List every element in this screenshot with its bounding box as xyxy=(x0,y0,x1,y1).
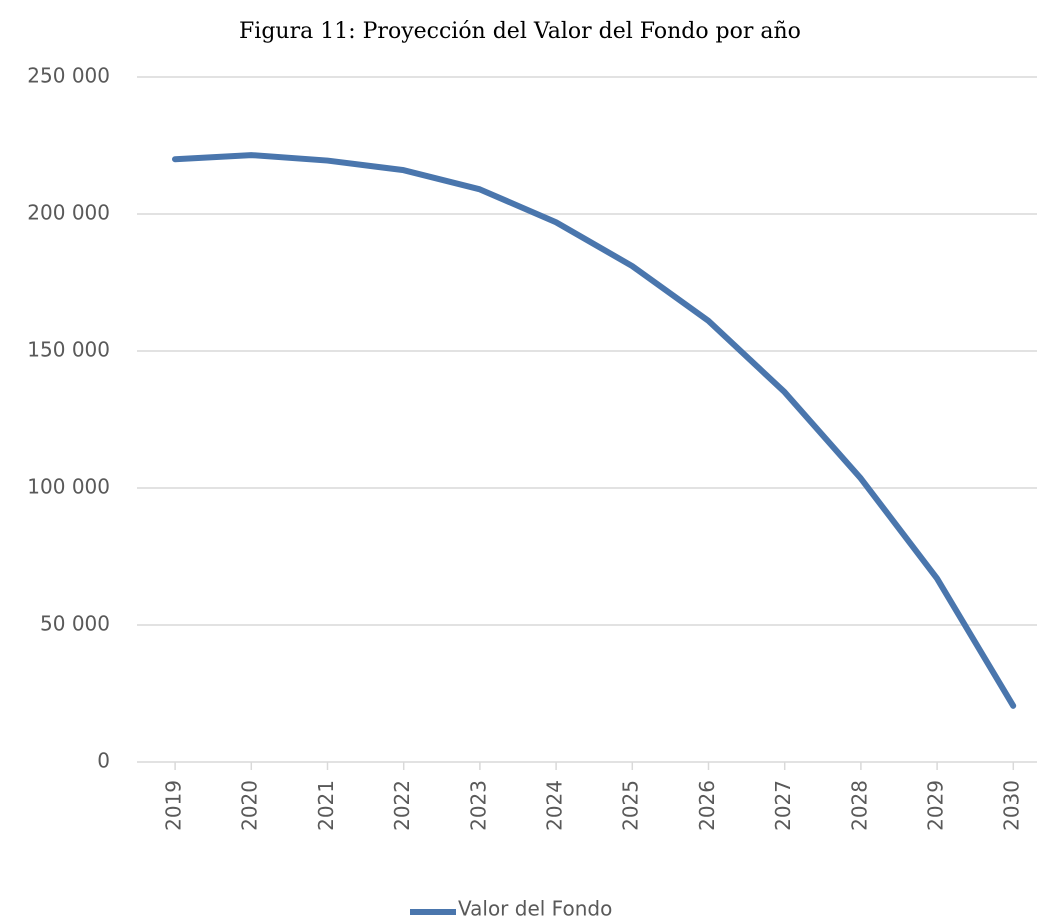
y-tick-label: 250 000 xyxy=(27,64,110,88)
x-tick-label: 2028 xyxy=(847,780,871,831)
x-tick-label: 2025 xyxy=(619,780,643,831)
x-tick-label: 2022 xyxy=(390,780,414,831)
y-tick-label: 0 xyxy=(97,749,110,773)
x-tick-label: 2029 xyxy=(924,780,948,831)
chart-title: Figura 11: Proyección del Valor del Fond… xyxy=(239,19,801,44)
x-tick-label: 2019 xyxy=(162,780,186,831)
line xyxy=(172,152,1017,709)
x-tick-label: 2020 xyxy=(238,780,262,831)
x-tick-label: 2026 xyxy=(695,780,719,831)
y-tick-label: 50 000 xyxy=(40,612,110,636)
legend-label: Valor del Fondo xyxy=(458,897,612,921)
x-tick-label: 2030 xyxy=(1000,780,1024,831)
y-tick-label: 150 000 xyxy=(27,338,110,362)
y-tick-label: 200 000 xyxy=(27,201,110,225)
x-tick-label: 2023 xyxy=(466,780,490,831)
x-tick-label: 2024 xyxy=(543,780,567,831)
y-tick-label: 100 000 xyxy=(27,475,110,499)
x-tick-label: 2027 xyxy=(771,780,795,831)
x-tick-label: 2021 xyxy=(314,780,338,831)
